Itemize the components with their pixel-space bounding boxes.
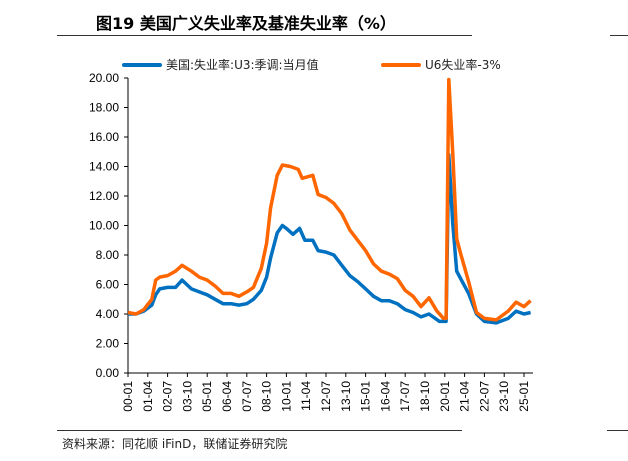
x-tick-label: 11-04 [299, 381, 313, 411]
x-tick-label: 17-07 [398, 381, 412, 412]
x-tick-label: 08-10 [260, 381, 274, 412]
title-divider [57, 35, 472, 36]
x-tick-label: 16-04 [378, 381, 392, 412]
source-divider [57, 430, 462, 431]
y-tick-label: 14.00 [89, 160, 119, 174]
y-tick-label: 10.00 [89, 219, 119, 233]
y-tick-label: 18.00 [89, 101, 119, 115]
x-tick-label: 02-07 [161, 381, 175, 412]
x-tick-label: 00-01 [121, 381, 135, 412]
y-tick-label: 12.00 [89, 189, 119, 203]
y-tick-label: 4.00 [96, 307, 120, 321]
legend-label-2: U6失业率-3% [425, 57, 501, 72]
line-chart: 0.00 2.00 4.00 6.00 8.00 10.00 12.00 14.00 16.00… [89, 57, 533, 412]
title-divider-right [610, 35, 628, 36]
x-tick-label: 23-10 [497, 381, 511, 412]
x-tick-label: 12-07 [319, 381, 333, 412]
x-tick-label: 15-01 [359, 381, 373, 412]
x-tick-label: 21-04 [458, 381, 472, 412]
y-tick-label: 20.00 [89, 71, 119, 85]
x-tick-label: 07-07 [240, 381, 254, 412]
series-line-1 [128, 152, 531, 325]
source-divider-right [607, 430, 628, 431]
y-tick-label: 16.00 [89, 130, 119, 144]
x-tick-label: 01-04 [141, 381, 155, 412]
x-tick-label: 10-01 [279, 381, 293, 412]
y-tick-label: 2.00 [96, 337, 120, 351]
y-tick-label: 6.00 [96, 278, 120, 292]
chart-title: 图19 美国广义失业率及基准失业率（%） [96, 14, 396, 33]
y-tick-label: 8.00 [96, 248, 120, 262]
x-tick-label: 06-04 [220, 381, 234, 412]
x-tick-label: 20-01 [438, 381, 452, 412]
x-tick-label: 13-10 [339, 381, 353, 412]
legend-label-1: 美国:失业率:U3:季调:当月值 [166, 57, 319, 72]
y-tick-label: 0.00 [96, 366, 120, 380]
source-note: 资料来源：同花顺 iFinD，联储证券研究院 [62, 437, 288, 451]
x-tick-label: 25-01 [517, 381, 531, 412]
x-tick-label: 05-01 [200, 381, 214, 412]
x-tick-label: 03-10 [180, 381, 194, 412]
series-line-2 [127, 77, 532, 322]
x-tick-label: 22-07 [477, 381, 491, 412]
x-tick-label: 18-10 [418, 381, 432, 412]
